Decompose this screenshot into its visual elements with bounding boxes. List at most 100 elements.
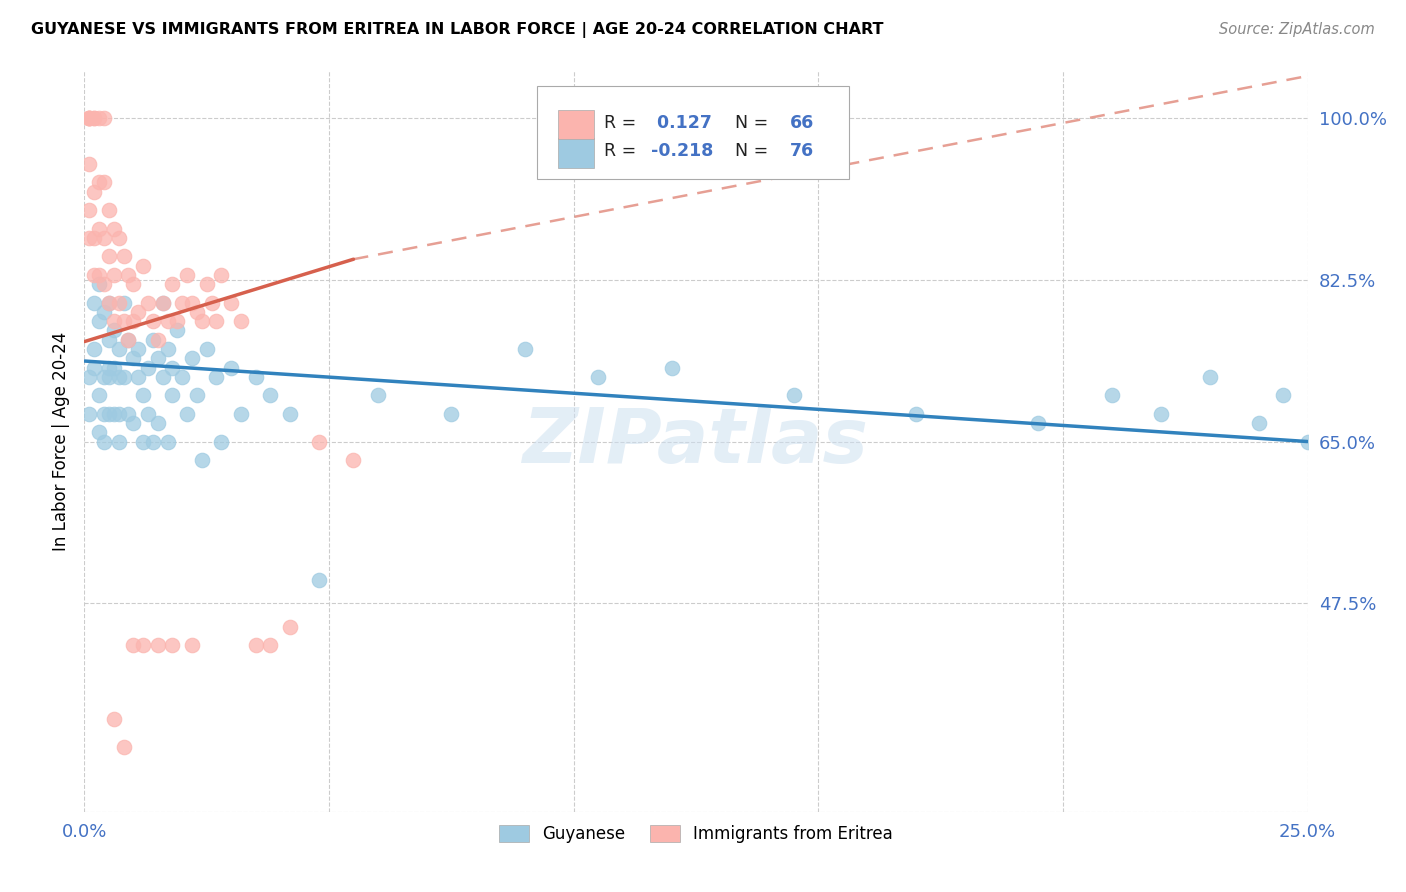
Point bbox=[156, 434, 179, 449]
Point bbox=[87, 425, 110, 440]
Point bbox=[195, 342, 218, 356]
Point bbox=[195, 277, 218, 292]
Point bbox=[1296, 434, 1319, 449]
Point bbox=[278, 619, 301, 633]
Point bbox=[103, 268, 125, 282]
Point bbox=[107, 407, 129, 421]
Point bbox=[87, 277, 110, 292]
Text: Source: ZipAtlas.com: Source: ZipAtlas.com bbox=[1219, 22, 1375, 37]
Point bbox=[440, 407, 463, 421]
Point bbox=[87, 314, 110, 328]
Point bbox=[132, 434, 155, 449]
Point bbox=[191, 314, 214, 328]
Point bbox=[342, 453, 364, 467]
Point bbox=[905, 407, 928, 421]
Point bbox=[117, 333, 139, 347]
Point bbox=[77, 111, 100, 125]
Point bbox=[83, 268, 105, 282]
Point bbox=[162, 360, 184, 375]
Point bbox=[83, 111, 105, 125]
Text: N =: N = bbox=[724, 114, 773, 132]
Point bbox=[107, 295, 129, 310]
Point bbox=[166, 314, 188, 328]
Point bbox=[245, 638, 267, 652]
Point bbox=[1028, 416, 1050, 430]
Text: R =: R = bbox=[605, 143, 643, 161]
Point bbox=[219, 360, 242, 375]
Point bbox=[209, 268, 232, 282]
Point bbox=[93, 434, 115, 449]
Point bbox=[97, 250, 120, 264]
Point bbox=[97, 203, 120, 218]
Point bbox=[166, 323, 188, 337]
Point bbox=[219, 295, 242, 310]
Point bbox=[172, 295, 194, 310]
Point bbox=[229, 314, 252, 328]
Y-axis label: In Labor Force | Age 20-24: In Labor Force | Age 20-24 bbox=[52, 332, 70, 551]
Point bbox=[97, 407, 120, 421]
Point bbox=[191, 453, 214, 467]
Point bbox=[136, 295, 159, 310]
Point bbox=[93, 231, 115, 245]
Point bbox=[83, 342, 105, 356]
Point bbox=[112, 314, 135, 328]
Point bbox=[77, 111, 100, 125]
Point bbox=[308, 574, 330, 588]
Point bbox=[132, 638, 155, 652]
Point bbox=[97, 333, 120, 347]
Point bbox=[93, 111, 115, 125]
Point bbox=[259, 388, 281, 402]
Point bbox=[278, 407, 301, 421]
Point bbox=[122, 351, 145, 366]
Point bbox=[77, 231, 100, 245]
Text: N =: N = bbox=[724, 143, 773, 161]
Point bbox=[661, 360, 683, 375]
Point bbox=[1101, 388, 1123, 402]
Point bbox=[107, 434, 129, 449]
Point bbox=[162, 638, 184, 652]
Point bbox=[103, 712, 125, 726]
Point bbox=[112, 739, 135, 754]
Point bbox=[152, 295, 174, 310]
Point bbox=[83, 360, 105, 375]
Point bbox=[122, 416, 145, 430]
Point bbox=[97, 360, 120, 375]
Point bbox=[132, 259, 155, 273]
Point bbox=[103, 221, 125, 235]
Point bbox=[103, 314, 125, 328]
Point bbox=[259, 638, 281, 652]
Point bbox=[97, 295, 120, 310]
Point bbox=[162, 277, 184, 292]
Point bbox=[209, 434, 232, 449]
Text: R =: R = bbox=[605, 114, 648, 132]
Point bbox=[136, 360, 159, 375]
Point bbox=[205, 369, 228, 384]
Text: -0.218: -0.218 bbox=[651, 143, 713, 161]
Point bbox=[77, 407, 100, 421]
Point bbox=[112, 295, 135, 310]
Point bbox=[146, 351, 169, 366]
Point bbox=[87, 221, 110, 235]
Point bbox=[152, 295, 174, 310]
Point bbox=[112, 369, 135, 384]
Point bbox=[122, 314, 145, 328]
Point bbox=[127, 305, 149, 319]
Point bbox=[181, 638, 204, 652]
Point bbox=[142, 314, 165, 328]
Point bbox=[146, 416, 169, 430]
FancyBboxPatch shape bbox=[558, 138, 595, 168]
Point bbox=[97, 369, 120, 384]
Point bbox=[176, 407, 198, 421]
Point bbox=[117, 407, 139, 421]
Legend: Guyanese, Immigrants from Eritrea: Guyanese, Immigrants from Eritrea bbox=[491, 817, 901, 852]
Point bbox=[513, 342, 536, 356]
Point bbox=[117, 268, 139, 282]
Point bbox=[1150, 407, 1173, 421]
Point bbox=[93, 305, 115, 319]
Point bbox=[181, 295, 204, 310]
Point bbox=[77, 111, 100, 125]
Point bbox=[77, 157, 100, 171]
Point bbox=[156, 342, 179, 356]
Point bbox=[117, 333, 139, 347]
Point bbox=[112, 250, 135, 264]
